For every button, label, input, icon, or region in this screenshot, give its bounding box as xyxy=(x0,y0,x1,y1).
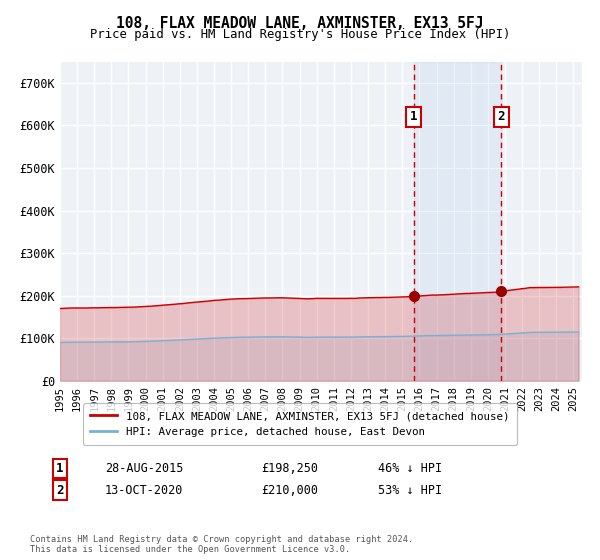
Text: £210,000: £210,000 xyxy=(261,483,318,497)
Text: 2: 2 xyxy=(497,110,505,123)
Text: 1: 1 xyxy=(56,462,64,475)
Text: £198,250: £198,250 xyxy=(261,462,318,475)
Text: 28-AUG-2015: 28-AUG-2015 xyxy=(105,462,184,475)
Text: 46% ↓ HPI: 46% ↓ HPI xyxy=(378,462,442,475)
Bar xyxy=(413,62,502,381)
Text: 13-OCT-2020: 13-OCT-2020 xyxy=(105,483,184,497)
Text: 1: 1 xyxy=(410,110,418,123)
Text: 2: 2 xyxy=(56,483,64,497)
Text: 108, FLAX MEADOW LANE, AXMINSTER, EX13 5FJ: 108, FLAX MEADOW LANE, AXMINSTER, EX13 5… xyxy=(116,16,484,31)
Text: 53% ↓ HPI: 53% ↓ HPI xyxy=(378,483,442,497)
Legend: 108, FLAX MEADOW LANE, AXMINSTER, EX13 5FJ (detached house), HPI: Average price,: 108, FLAX MEADOW LANE, AXMINSTER, EX13 5… xyxy=(83,403,517,445)
Text: Price paid vs. HM Land Registry's House Price Index (HPI): Price paid vs. HM Land Registry's House … xyxy=(90,28,510,41)
Text: Contains HM Land Registry data © Crown copyright and database right 2024.
This d: Contains HM Land Registry data © Crown c… xyxy=(30,535,413,554)
